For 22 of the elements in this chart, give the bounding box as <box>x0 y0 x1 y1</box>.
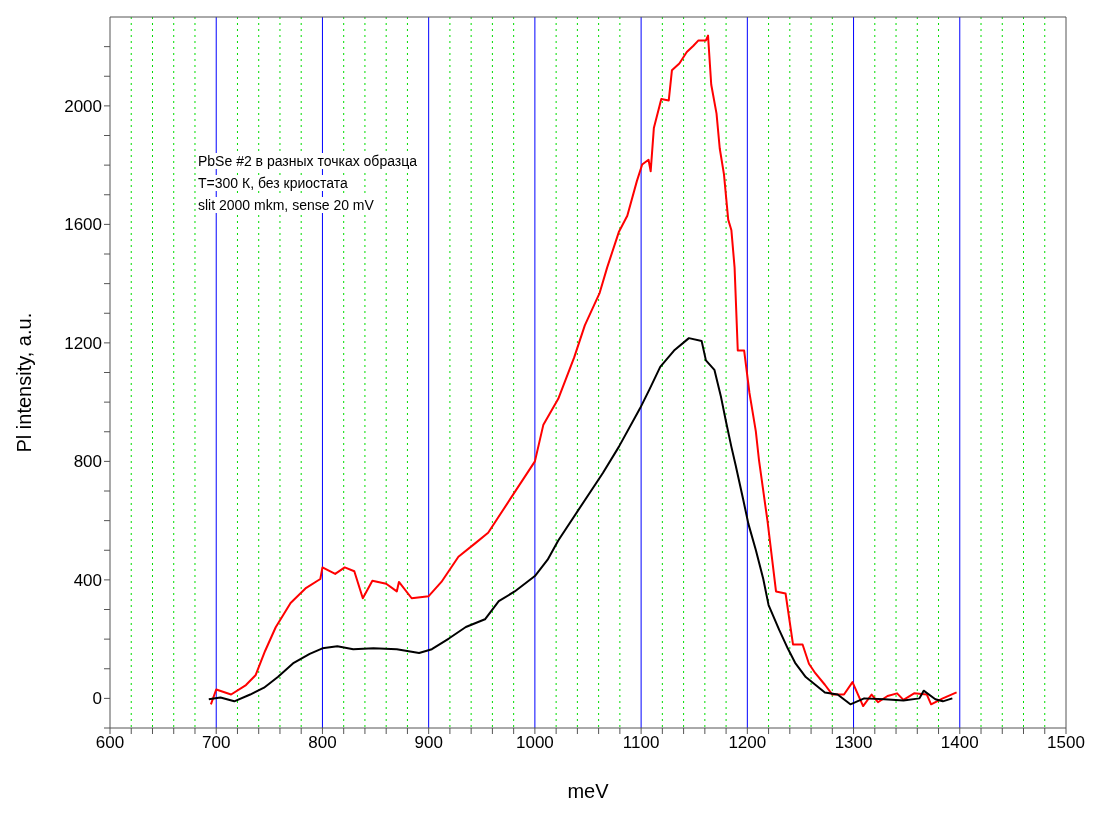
x-tick-label: 1000 <box>515 733 554 753</box>
y-tick-label: 1600 <box>64 215 102 235</box>
x-tick-label: 800 <box>308 733 337 753</box>
annotation: slit 2000 mkm, sense 20 mV <box>196 197 376 213</box>
line-series <box>207 337 954 706</box>
annotation: T=300 К, без криостата <box>196 175 350 191</box>
x-axis-title: meV <box>567 780 610 802</box>
y-tick-label: 800 <box>73 452 102 472</box>
x-tick-label: 1100 <box>622 733 660 753</box>
x-tick-label: 700 <box>202 733 231 753</box>
y-tick-label: 400 <box>73 570 102 590</box>
x-tick-label: 1300 <box>834 733 873 753</box>
x-tick-label: 600 <box>95 733 125 753</box>
x-tick-label: 900 <box>414 733 443 753</box>
annotation: PbSe #2 в разных точках образца <box>196 153 420 169</box>
y-tick-label: 1200 <box>64 333 102 353</box>
x-tick-label: 1200 <box>728 733 767 753</box>
y-tick-label: 2000 <box>64 96 102 116</box>
y-axis-title: Pl intensity, a.u. <box>13 312 36 453</box>
y-tick-label: 0 <box>92 689 102 709</box>
x-tick-label: 1400 <box>940 733 979 753</box>
x-tick-label: 1500 <box>1047 733 1085 753</box>
